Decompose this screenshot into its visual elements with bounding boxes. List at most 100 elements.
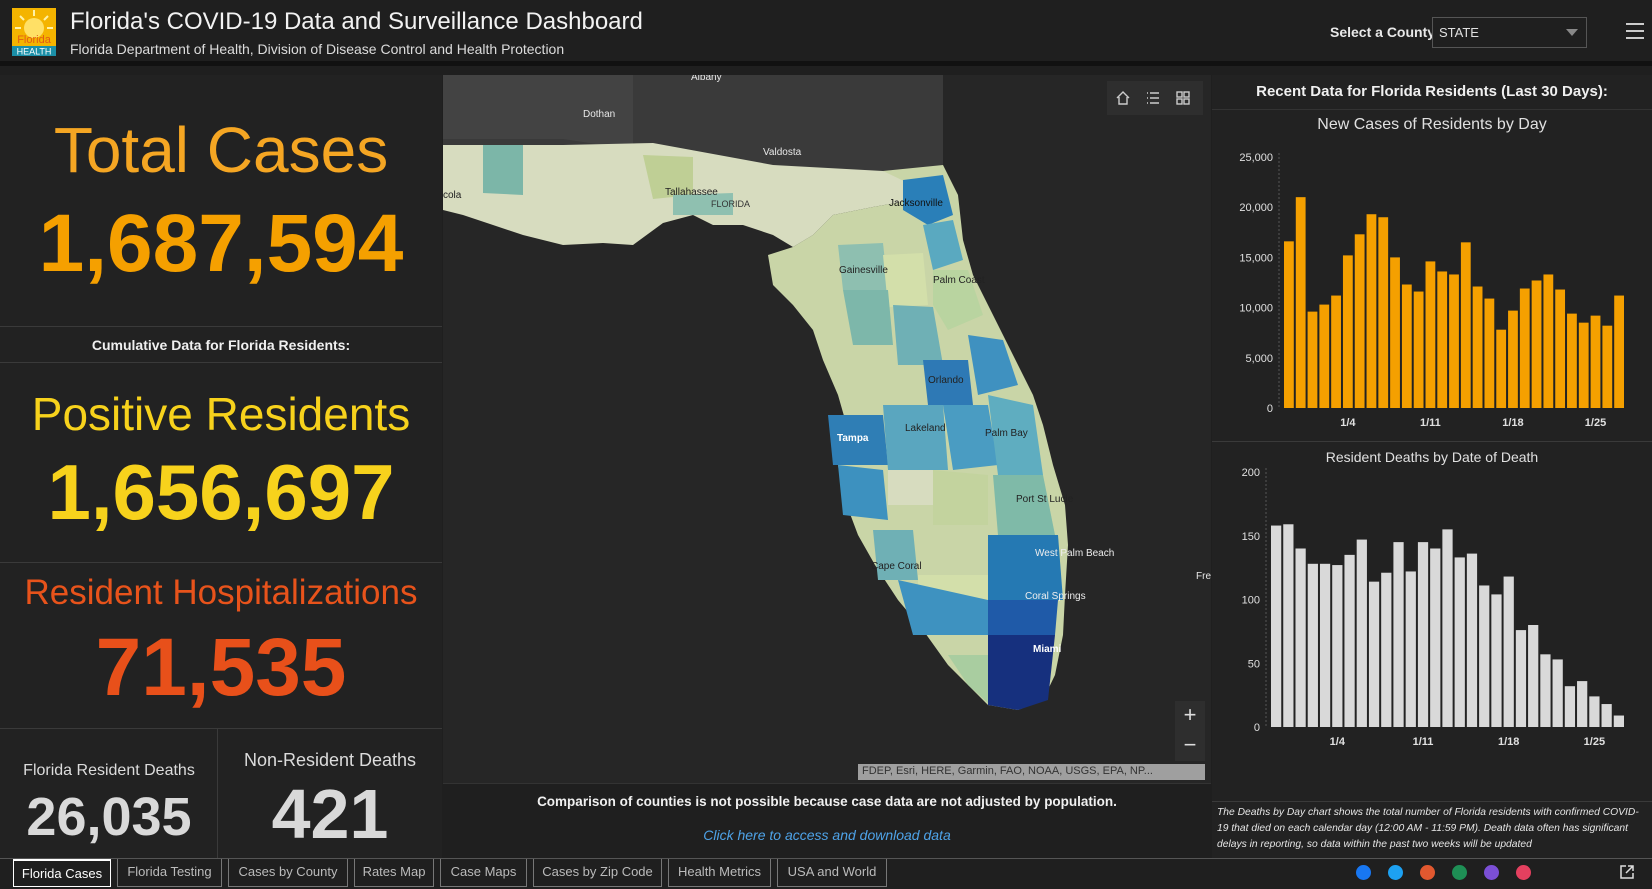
bar[interactable]: [1484, 298, 1495, 408]
bar[interactable]: [1405, 571, 1416, 727]
bar[interactable]: [1519, 288, 1530, 408]
bar[interactable]: [1425, 261, 1436, 408]
bar[interactable]: [1417, 542, 1429, 727]
bar[interactable]: [1528, 625, 1539, 727]
twitter-icon[interactable]: [1388, 865, 1403, 880]
bar[interactable]: [1442, 529, 1453, 727]
bar[interactable]: [1567, 313, 1577, 408]
x-tick-label: 1/11: [1413, 736, 1434, 748]
svg-text:cola: cola: [443, 190, 462, 201]
bar[interactable]: [1393, 542, 1404, 727]
hospitalizations-label: Resident Hospitalizations: [24, 573, 418, 612]
svg-text:HEALTH: HEALTH: [17, 47, 52, 57]
svg-text:Gainesville: Gainesville: [839, 265, 888, 276]
bar[interactable]: [1307, 563, 1318, 727]
bar[interactable]: [1496, 329, 1507, 408]
bar[interactable]: [1284, 241, 1294, 408]
bar[interactable]: [1589, 696, 1600, 727]
bar[interactable]: [1319, 304, 1330, 408]
bar[interactable]: [1503, 576, 1514, 727]
bar[interactable]: [1368, 581, 1380, 727]
recent-data-panel: Recent Data for Florida Residents (Last …: [1212, 75, 1652, 858]
bar[interactable]: [1578, 322, 1589, 408]
bar[interactable]: [1508, 310, 1518, 408]
bar[interactable]: [1283, 524, 1294, 727]
basemap-gallery-icon[interactable]: [1175, 90, 1191, 106]
zoom-control: + −: [1175, 701, 1205, 761]
bar[interactable]: [1331, 295, 1341, 408]
bar[interactable]: [1413, 291, 1424, 408]
chevron-down-icon: [1566, 29, 1578, 36]
zoom-out-button[interactable]: −: [1183, 732, 1197, 757]
tab-florida-testing[interactable]: Florida Testing: [117, 859, 222, 887]
home-icon[interactable]: [1115, 90, 1131, 106]
bar[interactable]: [1552, 659, 1563, 727]
legend-list-icon[interactable]: [1145, 90, 1161, 106]
tab-case-maps[interactable]: Case Maps: [440, 859, 527, 887]
bar[interactable]: [1401, 284, 1412, 408]
y-tick-label: 10,000: [1239, 303, 1273, 315]
bar[interactable]: [1356, 539, 1367, 727]
bar[interactable]: [1590, 315, 1601, 408]
bar[interactable]: [1344, 554, 1355, 727]
bar[interactable]: [1543, 274, 1554, 408]
bar[interactable]: [1430, 548, 1441, 728]
tab-rates-map[interactable]: Rates Map: [354, 859, 434, 887]
spreadsheet-icon[interactable]: [1452, 865, 1467, 880]
bar[interactable]: [1295, 197, 1306, 408]
external-link-icon[interactable]: [1619, 864, 1635, 880]
bar[interactable]: [1491, 594, 1502, 727]
bar[interactable]: [1449, 274, 1459, 408]
bar[interactable]: [1454, 557, 1465, 727]
map-attribution[interactable]: FDEP, Esri, HERE, Garmin, FAO, NOAA, USG…: [858, 764, 1205, 780]
bar[interactable]: [1479, 585, 1490, 727]
bar[interactable]: [1437, 271, 1448, 408]
county-map[interactable]: Albany Dothan Valdosta Tallahassee FLORI…: [443, 75, 1211, 783]
bar[interactable]: [1601, 704, 1612, 727]
bar[interactable]: [1381, 572, 1392, 727]
bar[interactable]: [1555, 289, 1566, 408]
bar[interactable]: [1319, 563, 1331, 727]
bar[interactable]: [1531, 280, 1542, 408]
tab-florida-cases[interactable]: Florida Cases: [13, 859, 111, 887]
bar[interactable]: [1472, 286, 1483, 408]
bar[interactable]: [1460, 242, 1471, 408]
bar[interactable]: [1354, 234, 1365, 408]
bar[interactable]: [1332, 565, 1343, 727]
bar[interactable]: [1466, 553, 1478, 727]
bar[interactable]: [1564, 686, 1576, 727]
bar[interactable]: [1540, 654, 1551, 727]
facebook-icon[interactable]: [1356, 865, 1371, 880]
bar[interactable]: [1295, 548, 1306, 728]
deaths-chart: Resident Deaths by Date of Death 200 150 1…: [1212, 442, 1652, 784]
tab-cases-by-zip-code[interactable]: Cases by Zip Code: [533, 859, 662, 887]
bar[interactable]: [1378, 217, 1389, 408]
bar[interactable]: [1390, 257, 1400, 408]
chat-icon[interactable]: [1484, 865, 1499, 880]
bar[interactable]: [1342, 255, 1353, 408]
county-select[interactable]: STATE: [1432, 17, 1587, 48]
tab-usa-and-world[interactable]: USA and World: [777, 859, 887, 887]
zoom-in-button[interactable]: +: [1183, 702, 1197, 727]
bar[interactable]: [1515, 630, 1527, 727]
tab-cases-by-county[interactable]: Cases by County: [228, 859, 348, 887]
x-tick-label: 1/25: [1585, 417, 1606, 429]
y-tick-label: 0: [1254, 722, 1260, 734]
x-tick-label: 1/11: [1420, 417, 1441, 429]
y-tick-label: 25,000: [1239, 152, 1273, 164]
download-data-link[interactable]: Click here to access and download data: [703, 827, 951, 843]
bar[interactable]: [1271, 525, 1282, 727]
svg-text:FLORIDA: FLORIDA: [711, 199, 750, 209]
bar[interactable]: [1614, 295, 1624, 408]
bar[interactable]: [1577, 681, 1588, 727]
tab-health-metrics[interactable]: Health Metrics: [668, 859, 771, 887]
bar[interactable]: [1602, 325, 1613, 408]
bar[interactable]: [1366, 214, 1377, 408]
hamburger-menu-icon[interactable]: [1626, 23, 1644, 39]
x-tick-label: 1/4: [1340, 417, 1356, 429]
code-embed-icon[interactable]: [1420, 865, 1435, 880]
bar[interactable]: [1307, 311, 1318, 408]
svg-text:Valdosta: Valdosta: [763, 147, 802, 158]
bar[interactable]: [1613, 715, 1624, 727]
link-icon[interactable]: [1516, 865, 1531, 880]
